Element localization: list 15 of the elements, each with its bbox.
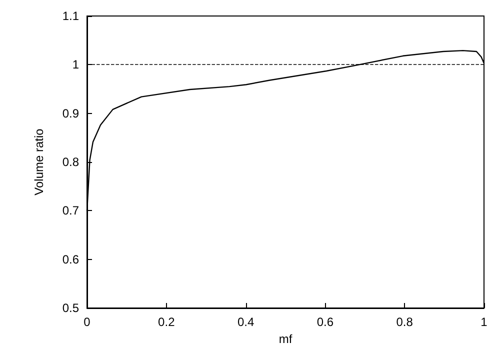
y-tick-label: 1 (72, 58, 80, 72)
x-tick-label: 0.2 (158, 315, 176, 329)
x-tick-label: 1 (480, 315, 488, 329)
x-axis-title: mf (278, 332, 293, 346)
y-tick-label: 0.6 (62, 252, 80, 266)
y-tick-label: 0.8 (62, 155, 80, 169)
x-tick-label: 0.6 (316, 315, 334, 329)
y-axis-title: Volume ratio (32, 128, 46, 196)
y-tick-label: 0.7 (62, 204, 80, 218)
y-tick-label: 0.5 (62, 301, 80, 315)
x-tick-label: 0.8 (396, 315, 414, 329)
y-tick-label: 1.1 (62, 9, 80, 23)
x-tick-label: 0 (84, 315, 91, 329)
x-tick-label: 0.4 (237, 315, 254, 329)
y-tick-label: 0.9 (62, 106, 80, 120)
